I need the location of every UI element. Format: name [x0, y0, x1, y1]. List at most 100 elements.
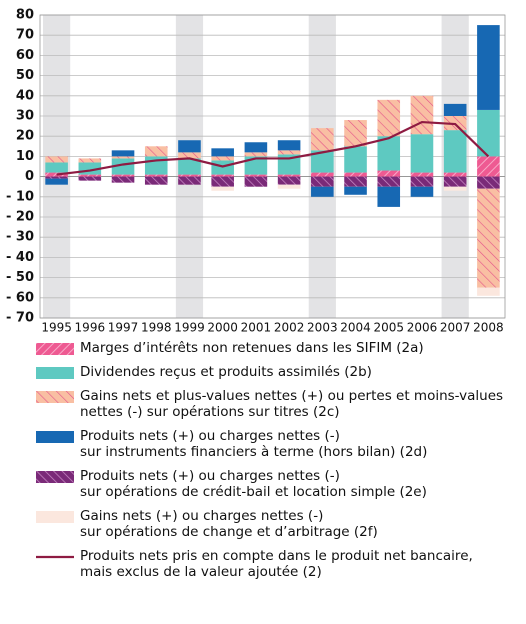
- bar-segment: [45, 178, 68, 185]
- legend: Marges d’intérêts non retenues dans les …: [36, 340, 526, 588]
- legend-label: Gains nets (+) ou charges nettes (-) sur…: [80, 508, 378, 540]
- legend-swatch: [36, 471, 74, 483]
- y-tick-label: 30: [16, 109, 34, 124]
- bar-segment: [311, 172, 334, 177]
- bar-segment: [410, 172, 434, 177]
- bar-segment: [111, 174, 135, 177]
- legend-swatch: [36, 367, 74, 379]
- bar-segment: [211, 176, 234, 187]
- bar-segment: [377, 176, 401, 187]
- bar-segment: [344, 120, 367, 147]
- bar-segment: [144, 174, 168, 177]
- bar-segment: [377, 136, 401, 171]
- x-tick-label: 2005: [373, 321, 404, 335]
- bar-segment: [111, 150, 135, 157]
- bar-segment: [244, 142, 268, 153]
- y-tick-label: 0: [25, 169, 34, 184]
- legend-item: Produits nets (+) ou charges nettes (-) …: [36, 428, 526, 460]
- bar-segment: [443, 176, 467, 187]
- y-tick-label: - 30: [6, 230, 34, 245]
- legend-label: Produits nets (+) ou charges nettes (-) …: [80, 468, 427, 500]
- bar-segment: [344, 146, 367, 173]
- bar-segment: [211, 156, 234, 161]
- y-tick-label: - 10: [6, 189, 34, 204]
- bar-segment: [410, 95, 434, 135]
- bar-segment: [78, 174, 102, 177]
- legend-label: Gains nets et plus-values nettes (+) ou …: [80, 388, 504, 420]
- bar-segment: [244, 156, 268, 175]
- bar-segment: [410, 176, 434, 187]
- bar-segment: [178, 176, 201, 185]
- bar-segment: [244, 152, 268, 157]
- y-tick-label: 10: [16, 149, 34, 164]
- bar-segment: [311, 186, 334, 197]
- bar-segment: [211, 186, 234, 191]
- bar-segment: [477, 109, 500, 157]
- bar-segment: [211, 174, 234, 177]
- bar-segment: [178, 158, 201, 175]
- y-tick-label: - 60: [6, 290, 34, 305]
- x-tick-label: 1997: [108, 321, 139, 335]
- legend-swatch: [36, 343, 74, 355]
- bar-segment: [244, 176, 268, 187]
- bar-segment: [277, 174, 301, 177]
- x-tick-label: 2008: [473, 321, 504, 335]
- bar-segment: [477, 287, 500, 296]
- y-tick-label: 80: [16, 8, 34, 23]
- bar-segment: [178, 140, 201, 153]
- y-tick-label: 50: [16, 68, 34, 83]
- legend-item: Gains nets (+) ou charges nettes (-) sur…: [36, 508, 526, 540]
- y-tick-label: 70: [16, 28, 34, 43]
- bar-segment: [277, 184, 301, 189]
- legend-label: Produits nets (+) ou charges nettes (-) …: [80, 428, 428, 460]
- bar-segment: [178, 152, 201, 159]
- legend-swatch: [36, 391, 74, 403]
- x-tick-label: 2002: [274, 321, 305, 335]
- legend-swatch: [36, 555, 74, 559]
- x-tick-label: 1996: [75, 321, 106, 335]
- legend-item: Gains nets et plus-values nettes (+) ou …: [36, 388, 526, 420]
- bar-segment: [78, 176, 102, 181]
- bar-segment: [477, 188, 500, 288]
- bar-segment: [344, 186, 367, 195]
- x-tick-label: 2000: [207, 321, 238, 335]
- bar-segment: [45, 156, 68, 163]
- bar-segment: [45, 162, 68, 173]
- x-tick-label: 2006: [407, 321, 438, 335]
- bar-segment: [410, 186, 434, 197]
- bar-segment: [477, 25, 500, 110]
- y-tick-label: 40: [16, 88, 34, 103]
- x-tick-label: 2007: [440, 321, 471, 335]
- y-tick-label: - 50: [6, 270, 34, 285]
- bar-segment: [344, 176, 367, 187]
- legend-label: Produits nets pris en compte dans le pro…: [80, 548, 473, 580]
- bar-segment: [144, 146, 168, 157]
- bar-segment: [344, 172, 367, 177]
- bar-segment: [443, 186, 467, 191]
- bar-segment: [211, 148, 234, 157]
- bar-segment: [144, 176, 168, 185]
- bar-segment: [78, 158, 102, 163]
- legend-item: Dividendes reçus et produits assimilés (…: [36, 364, 526, 380]
- x-tick-label: 2003: [307, 321, 338, 335]
- bar-segment: [311, 150, 334, 173]
- bar-segment: [244, 174, 268, 177]
- plot-frame: [39, 14, 506, 319]
- bar-segment: [443, 130, 467, 173]
- bar-segment: [443, 103, 467, 116]
- legend-swatch: [36, 431, 74, 443]
- legend-swatch: [36, 511, 74, 523]
- x-tick-label: 1995: [41, 321, 72, 335]
- y-tick-label: - 70: [6, 311, 34, 326]
- x-tick-label: 2004: [340, 321, 371, 335]
- bar-segment: [377, 170, 401, 177]
- bar-segment: [443, 172, 467, 177]
- bar-segment: [477, 156, 500, 177]
- bar-segment: [111, 158, 135, 175]
- legend-label: Marges d’intérêts non retenues dans les …: [80, 340, 424, 356]
- bar-segment: [311, 128, 334, 151]
- x-tick-label: 1999: [174, 321, 205, 335]
- bar-segment: [45, 176, 68, 179]
- bar-segment: [178, 174, 201, 177]
- x-tick-label: 1998: [141, 321, 172, 335]
